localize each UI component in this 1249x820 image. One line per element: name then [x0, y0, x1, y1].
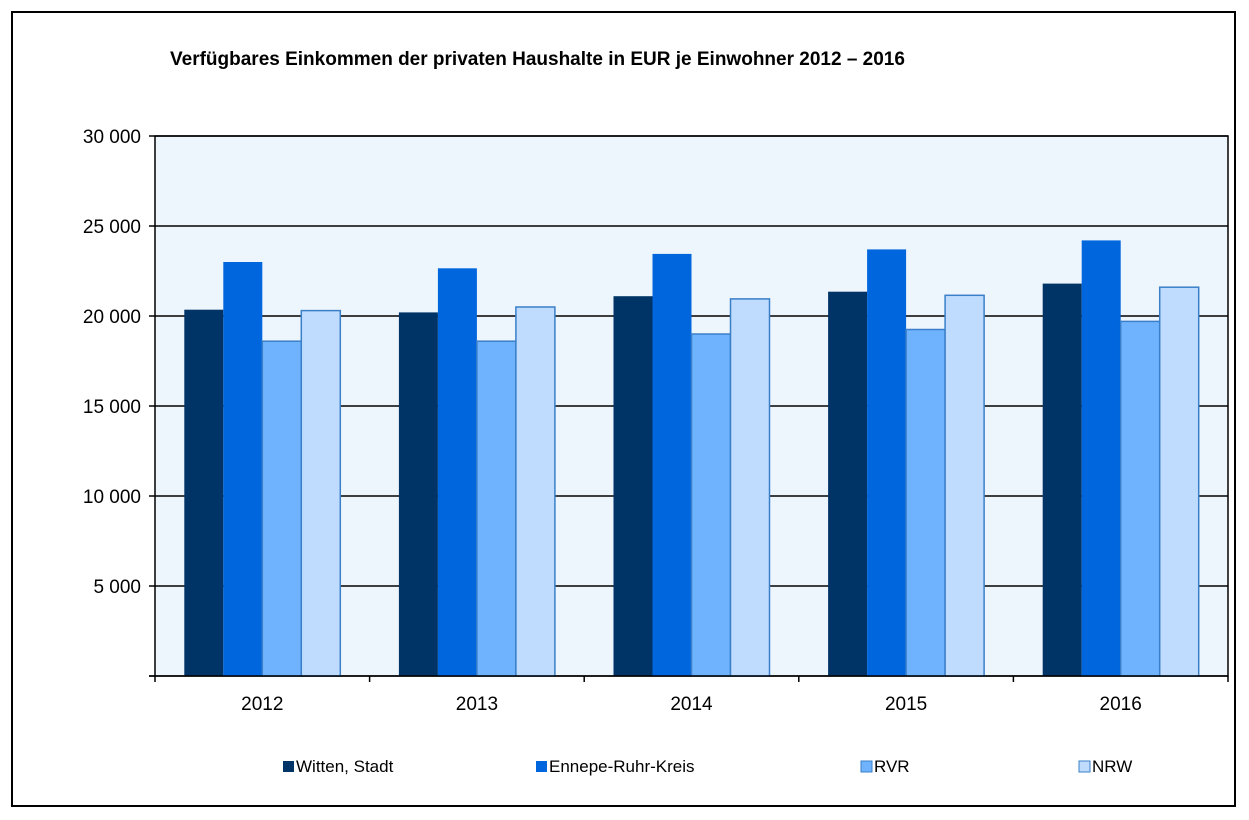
- bar-ennepe-ruhr-kreis-2014: [652, 253, 692, 676]
- x-tick-label-2015: 2015: [885, 694, 927, 715]
- x-tick-label-2014: 2014: [670, 694, 713, 715]
- legend-swatch-rvr: [860, 760, 873, 773]
- bar-rvr-2013: [476, 340, 517, 677]
- bar-ennepe-ruhr-kreis-2013: [437, 268, 477, 676]
- bar-rvr-2015: [905, 328, 946, 677]
- bar-witten-stadt-2016: [1042, 283, 1082, 676]
- bar-rvr-2016: [1119, 320, 1161, 677]
- y-tick-label: 20 000: [83, 307, 141, 328]
- legend-swatch-nrw: [1078, 760, 1091, 773]
- bar-witten-stadt-2015: [828, 291, 868, 676]
- bar-witten-stadt-2012: [184, 309, 224, 676]
- bar-ennepe-ruhr-kreis-2016: [1081, 240, 1121, 676]
- y-tick-label: 5 000: [93, 577, 141, 598]
- legend-label-ennepe-ruhr-kreis: Ennepe-Ruhr-Kreis: [549, 757, 695, 776]
- legend-swatch-witten-stadt: [283, 761, 294, 772]
- y-tick-label: 30 000: [83, 127, 141, 148]
- bar-rvr-2012: [261, 340, 303, 677]
- bar-witten-stadt-2013: [398, 312, 438, 676]
- legend-swatch-ennepe-ruhr-kreis: [536, 761, 547, 772]
- y-tick-label: 25 000: [83, 217, 141, 238]
- x-tick-label-2016: 2016: [1100, 694, 1142, 715]
- bar-nrw-2014: [729, 298, 771, 677]
- legend-label-rvr: RVR: [874, 757, 910, 776]
- bar-rvr-2014: [690, 333, 732, 677]
- x-tick-label-2013: 2013: [456, 694, 498, 715]
- bar-ennepe-ruhr-kreis-2012: [223, 262, 263, 676]
- x-tick-label-2012: 2012: [241, 694, 283, 715]
- bar-nrw-2012: [300, 309, 342, 677]
- bar-nrw-2015: [944, 294, 985, 677]
- bar-witten-stadt-2014: [613, 296, 653, 676]
- y-tick-label: 15 000: [83, 397, 141, 418]
- y-tick-label: 10 000: [83, 487, 141, 508]
- bar-nrw-2016: [1158, 286, 1200, 677]
- bar-nrw-2013: [515, 306, 556, 677]
- legend-label-nrw: NRW: [1092, 757, 1132, 776]
- legend-label-witten-stadt: Witten, Stadt: [296, 757, 394, 776]
- chart-title: Verfügbares Einkommen der privaten Haush…: [170, 49, 905, 70]
- bar-ennepe-ruhr-kreis-2015: [867, 249, 907, 676]
